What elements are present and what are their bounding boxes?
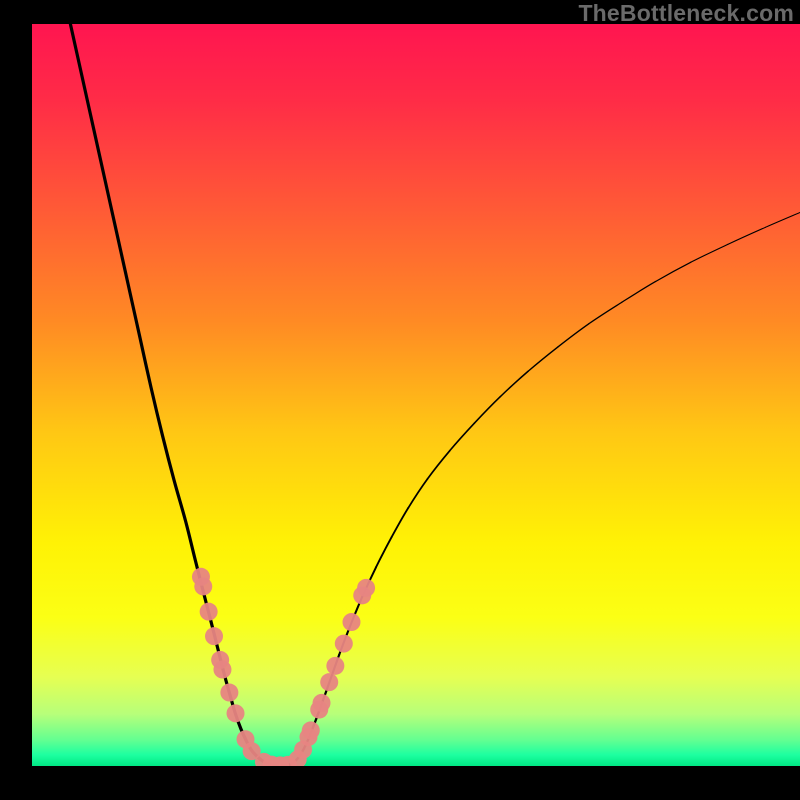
- watermark-text: TheBottleneck.com: [578, 0, 794, 27]
- gradient-background: [32, 24, 800, 766]
- plot-area: [32, 24, 800, 766]
